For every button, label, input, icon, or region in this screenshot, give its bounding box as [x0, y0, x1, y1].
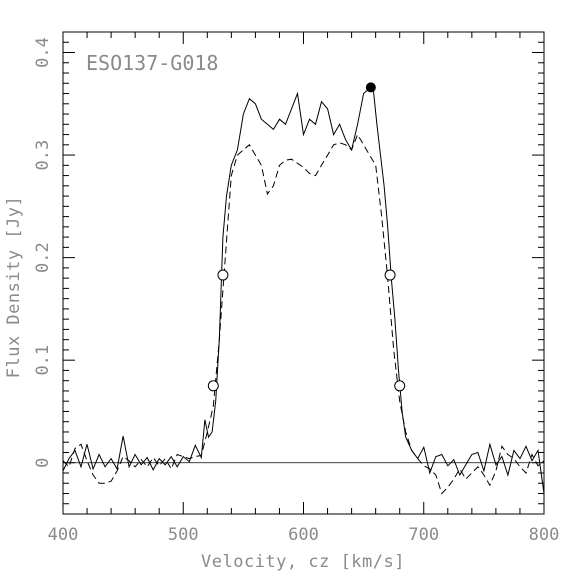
plot-frame [62, 31, 545, 515]
series-line-solid [62, 87, 545, 494]
x-axis-label: Velocity, cz [km/s] [201, 552, 405, 572]
x-tick-label: 600 [288, 525, 319, 545]
y-tick-label: 0 [33, 458, 53, 468]
x-tick-label: 700 [408, 525, 439, 545]
series-line-dashed [62, 133, 545, 495]
chart-annotation: ESO137-G018 [86, 51, 218, 75]
y-tick-label: 0.4 [33, 37, 53, 68]
y-tick-label: 0.3 [33, 140, 53, 171]
x-tick-label: 500 [168, 525, 199, 545]
peak-marker [365, 82, 376, 93]
x-tick-label: 400 [48, 525, 79, 545]
axes: 400 500 600 700 800 0 0.1 0.2 0.3 0.4 [33, 31, 560, 545]
plot-area [62, 82, 545, 495]
y-tick-label: 0.2 [33, 242, 53, 273]
width-marker [384, 269, 396, 281]
width-marker [207, 380, 219, 392]
width-marker [217, 269, 229, 281]
x-tick-label: 800 [529, 525, 560, 545]
width-marker [394, 380, 406, 392]
y-tick-label: 0.1 [33, 345, 53, 376]
y-axis-label: Flux Density [Jy] [4, 196, 24, 379]
